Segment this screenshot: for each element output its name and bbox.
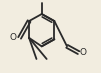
- Text: O: O: [9, 33, 16, 42]
- Text: O: O: [79, 48, 86, 57]
